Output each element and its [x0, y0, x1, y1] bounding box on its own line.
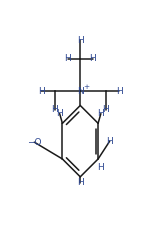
Text: H: H: [77, 36, 84, 45]
Text: N: N: [77, 87, 84, 96]
Text: H: H: [38, 87, 45, 96]
Text: H: H: [64, 54, 71, 63]
Text: H: H: [97, 163, 104, 172]
Text: H: H: [52, 105, 58, 114]
Text: H: H: [116, 87, 123, 96]
Text: H: H: [56, 109, 63, 118]
Text: H: H: [106, 137, 113, 146]
Text: H: H: [97, 109, 104, 118]
Text: H: H: [89, 54, 96, 63]
Text: H: H: [102, 105, 109, 114]
Text: −O: −O: [27, 138, 41, 147]
Text: +: +: [83, 84, 89, 90]
Text: H: H: [77, 178, 84, 187]
